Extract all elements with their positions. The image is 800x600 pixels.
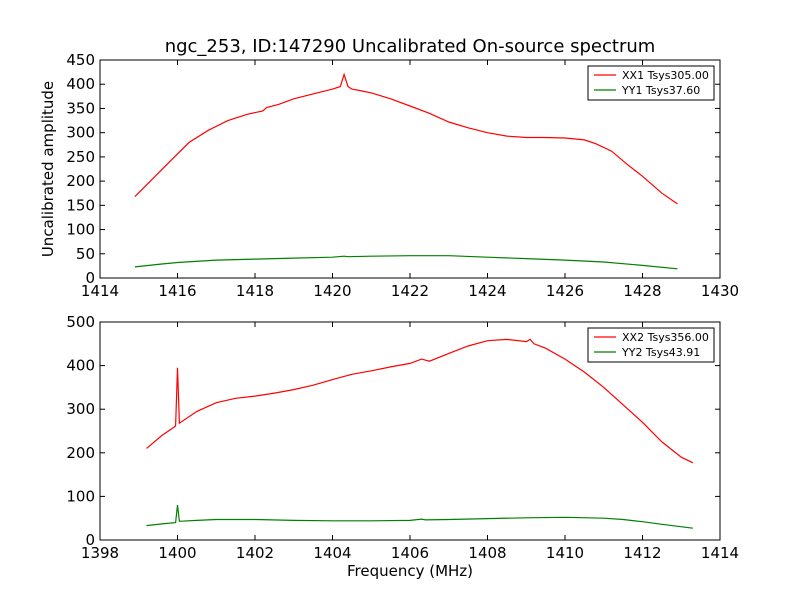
x-tick-label: 1400 bbox=[158, 544, 196, 562]
top-panel: 1414 1416 1418 1420 1422 1424 1426 1428 1430 0 50 1… bbox=[39, 36, 739, 300]
y-tick-label: 350 bbox=[66, 99, 95, 117]
x-tick-label: 1426 bbox=[546, 282, 584, 300]
series-line-xx bbox=[146, 338, 694, 464]
series-line-yy bbox=[134, 255, 678, 270]
x-tick-label: 1408 bbox=[468, 544, 506, 562]
x-tick-label: 1406 bbox=[391, 544, 429, 562]
y-tick-label: 400 bbox=[66, 75, 95, 93]
y-tick-label: 0 bbox=[85, 269, 95, 287]
y-tick-label: 300 bbox=[66, 124, 95, 142]
x-tick-label: 1402 bbox=[236, 544, 274, 562]
y-tick-label: 400 bbox=[66, 357, 95, 375]
x-tick-label: 1418 bbox=[236, 282, 274, 300]
x-tick-label: 1424 bbox=[468, 282, 506, 300]
x-tick-label: 1420 bbox=[313, 282, 351, 300]
legend-entry: YY1 Tsys37.60 bbox=[621, 84, 700, 97]
legend-entry: YY2 Tsys43.91 bbox=[621, 346, 700, 359]
series-line-yy bbox=[146, 505, 693, 529]
y-tick-label: 250 bbox=[66, 148, 95, 166]
y-tick-label: 100 bbox=[66, 221, 95, 239]
y-tick-label: 100 bbox=[66, 487, 95, 505]
y-tick-label: 0 bbox=[85, 531, 95, 549]
x-tick-label: 1404 bbox=[313, 544, 351, 562]
legend bbox=[587, 327, 715, 363]
x-axis-label: Frequency (MHz) bbox=[347, 562, 473, 580]
y-axis-label: Uncalibrated amplitude bbox=[39, 81, 57, 257]
legend bbox=[587, 65, 715, 101]
x-tick-label: 1412 bbox=[623, 544, 661, 562]
x-tick-label: 1416 bbox=[158, 282, 196, 300]
y-tick-label: 500 bbox=[66, 313, 95, 331]
legend-entry: XX1 Tsys305.00 bbox=[622, 69, 709, 82]
legend-entry: XX2 Tsys356.00 bbox=[622, 331, 709, 344]
x-tick-label: 1430 bbox=[701, 282, 739, 300]
x-tick-label: 1428 bbox=[623, 282, 661, 300]
bottom-panel: 1398 1400 1402 1404 1406 1408 1410 1412 1414 0 100… bbox=[66, 313, 739, 580]
y-tick-label: 50 bbox=[76, 245, 95, 263]
y-tick-label: 300 bbox=[66, 400, 95, 418]
y-tick-label: 450 bbox=[66, 51, 95, 69]
x-tick-label: 1414 bbox=[701, 544, 739, 562]
y-tick-label: 150 bbox=[66, 196, 95, 214]
y-tick-label: 200 bbox=[66, 444, 95, 462]
x-tick-label: 1414 bbox=[81, 282, 119, 300]
x-tick-label: 1422 bbox=[391, 282, 429, 300]
chart-title: ngc_253, ID:147290 Uncalibrated On-sourc… bbox=[165, 36, 656, 57]
x-tick-label: 1410 bbox=[546, 544, 584, 562]
series-line-xx bbox=[134, 72, 678, 205]
x-tick-label: 1398 bbox=[81, 544, 119, 562]
y-tick-label: 200 bbox=[66, 172, 95, 190]
